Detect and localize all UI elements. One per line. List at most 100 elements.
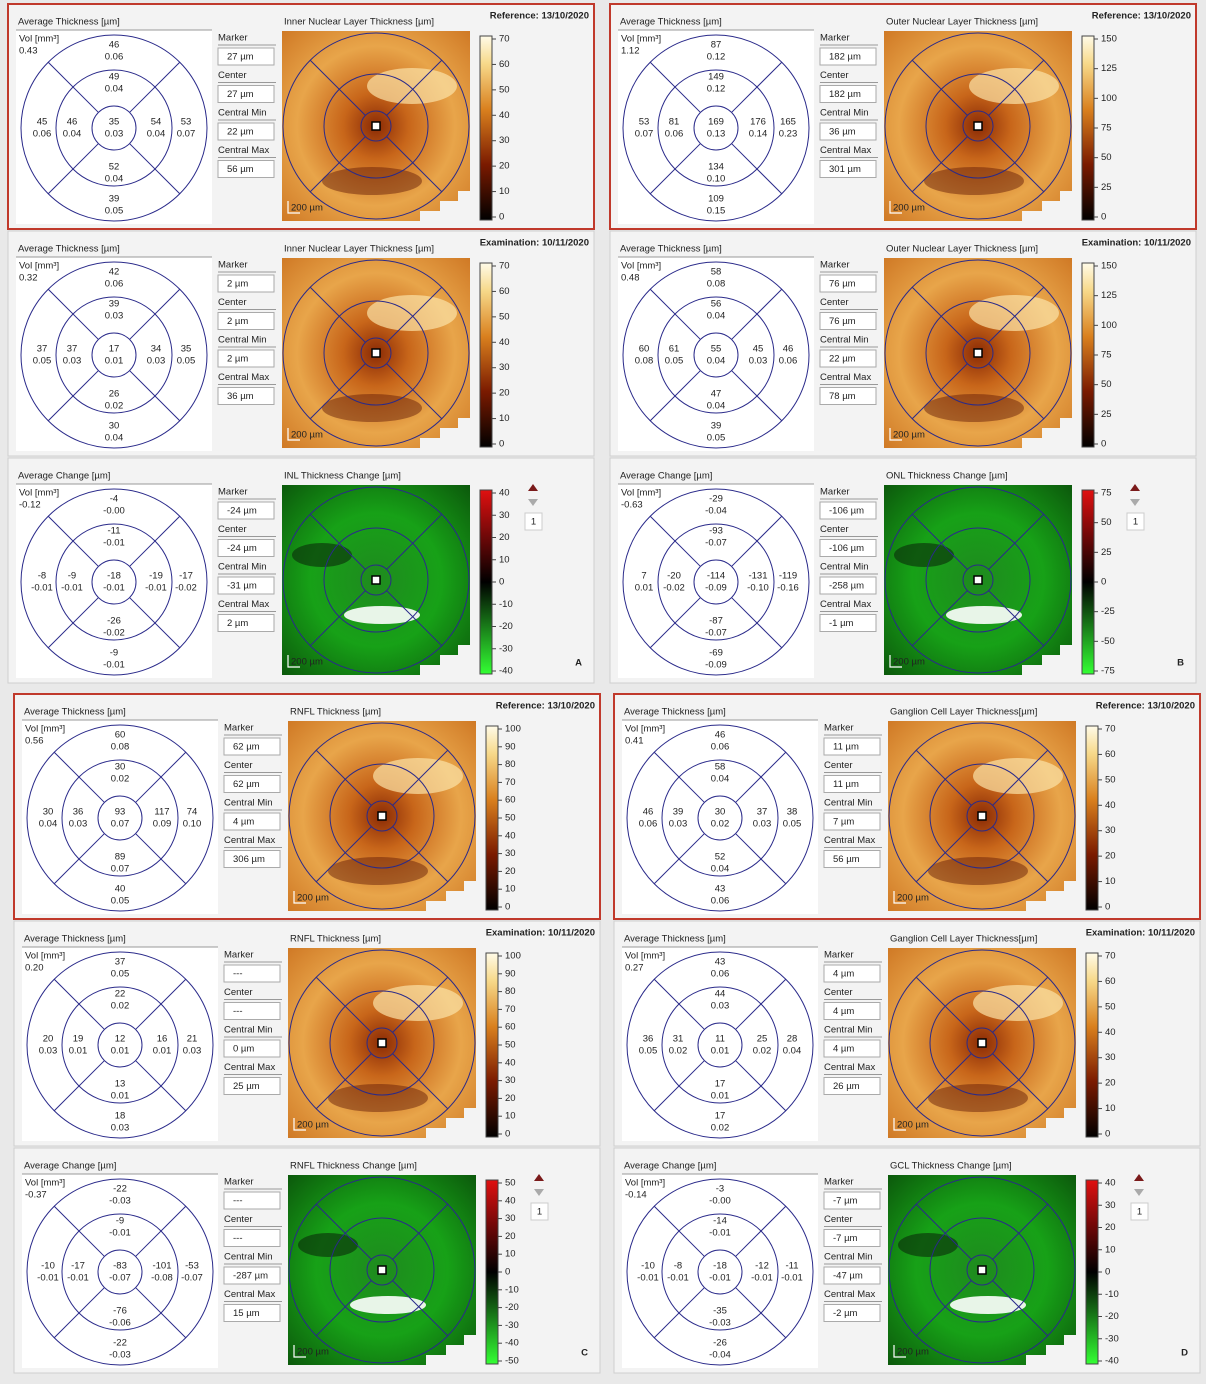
stat-label: Center — [824, 760, 853, 771]
sector-volume: 0.03 — [111, 1123, 130, 1134]
stat-box — [823, 1039, 881, 1058]
map-blob — [328, 1084, 428, 1112]
stat-box — [223, 850, 281, 868]
sector-volume: 0.04 — [105, 84, 124, 95]
sector-volume: 0.01 — [711, 1091, 730, 1102]
map-cutout — [420, 645, 470, 675]
sector-volume: 0.07 — [177, 129, 196, 140]
stat-label: Marker — [218, 33, 248, 44]
grid-header: Average Thickness [µm] — [620, 244, 722, 255]
map-ring — [929, 1217, 1035, 1323]
colorbar-tick-label: -30 — [499, 643, 513, 654]
colorbar-tick-label: 70 — [499, 34, 510, 45]
sector-value: -14 — [713, 1216, 727, 1227]
stat-label: Central Min — [218, 562, 267, 573]
vol-value: -0.14 — [625, 1190, 647, 1201]
scale-label: 200 µm — [297, 893, 329, 904]
grid-header: Average Thickness [µm] — [624, 934, 726, 945]
map-spoke — [911, 363, 968, 420]
sector-volume: 0.06 — [779, 356, 798, 367]
colorbar-tick-label: -20 — [499, 621, 513, 632]
grid-ring — [55, 523, 173, 641]
stat-box — [217, 85, 275, 103]
stat-label: Marker — [820, 33, 850, 44]
map-ring — [360, 110, 392, 142]
colorbar-tick-label: 50 — [1105, 774, 1116, 785]
map-blob — [292, 543, 352, 567]
vol-value: 0.27 — [625, 963, 644, 974]
grid-spoke — [135, 1060, 187, 1112]
grid-ring — [91, 105, 137, 151]
sector-value: -11 — [785, 1261, 798, 1272]
grid-spoke — [47, 288, 99, 340]
map-ring — [929, 763, 1035, 869]
sector-volume: 0.02 — [711, 1123, 730, 1134]
sector-volume: 0.05 — [33, 356, 52, 367]
sector-volume: 0.04 — [147, 129, 166, 140]
stat-box — [819, 501, 877, 520]
stat-box — [819, 274, 877, 293]
map-cutout — [420, 191, 470, 221]
sector-volume: -0.03 — [109, 1350, 131, 1361]
map-title: ONL Thickness Change [µm] — [886, 471, 1008, 482]
colorbar-tick-label: 60 — [505, 1022, 516, 1033]
stat-box — [217, 501, 275, 520]
stat-box — [223, 1039, 281, 1058]
stat-box — [823, 1191, 881, 1210]
stat-value: 306 µm — [233, 854, 265, 865]
sector-volume: 0.03 — [105, 311, 124, 322]
scale-bar — [889, 428, 902, 441]
stat-box — [223, 1191, 281, 1210]
stat-label: Marker — [820, 260, 850, 271]
map-spoke — [309, 513, 366, 570]
colorbar-tick-label: 50 — [1101, 517, 1112, 528]
fovea-marker — [977, 1038, 987, 1048]
map-cutout — [426, 1335, 476, 1365]
colorbar-tick-label: 0 — [499, 577, 504, 588]
stat-value: 27 µm — [227, 52, 254, 63]
colorbar — [479, 262, 493, 448]
stat-box — [819, 387, 877, 405]
sector-value: 46 — [783, 344, 794, 355]
sector-value: -8 — [674, 1261, 682, 1272]
stat-label: Marker — [224, 723, 254, 734]
colorbar-tick-label: 30 — [505, 1213, 516, 1224]
vol-label: Vol [mm³] — [625, 951, 665, 962]
map-spoke — [315, 749, 372, 806]
stat-value: 76 µm — [829, 316, 856, 327]
grid-ring — [657, 69, 775, 187]
sector-value: 17 — [715, 1111, 726, 1122]
sector-volume: 0.04 — [105, 174, 124, 185]
sector-value: 21 — [187, 1034, 198, 1045]
map-ring — [329, 763, 435, 869]
map-blob — [924, 394, 1024, 422]
scale-bar — [893, 1118, 906, 1131]
stat-value: 22 µm — [227, 127, 254, 138]
sector-value: 52 — [109, 162, 120, 173]
page-box — [530, 1202, 549, 1221]
grid-ring — [622, 488, 810, 676]
scale-bar — [293, 1118, 306, 1131]
vol-value: -0.12 — [19, 500, 41, 511]
stat-box — [819, 349, 877, 368]
colorbar — [485, 725, 499, 911]
stat-box — [217, 312, 275, 330]
map-ring — [962, 337, 994, 369]
map-blob — [928, 857, 1028, 885]
stat-label: Central Min — [820, 335, 869, 346]
sector-volume: 0.08 — [635, 356, 654, 367]
stat-value: 4 µm — [833, 969, 854, 980]
scroll-up — [1134, 1174, 1144, 1181]
sector-volume: 0.05 — [111, 969, 130, 980]
grid-ring — [661, 986, 779, 1104]
sector-volume: 0.03 — [63, 356, 82, 367]
grid-spoke — [129, 597, 181, 649]
map-cutout — [1026, 1108, 1076, 1138]
stat-box — [223, 737, 281, 756]
sector-value: 37 — [115, 957, 126, 968]
map-spoke — [392, 749, 449, 806]
colorbar-tick-label: 40 — [1105, 1027, 1116, 1038]
map-spoke — [392, 1053, 449, 1110]
stat-label: Center — [218, 70, 247, 81]
grid-spoke — [731, 370, 783, 422]
